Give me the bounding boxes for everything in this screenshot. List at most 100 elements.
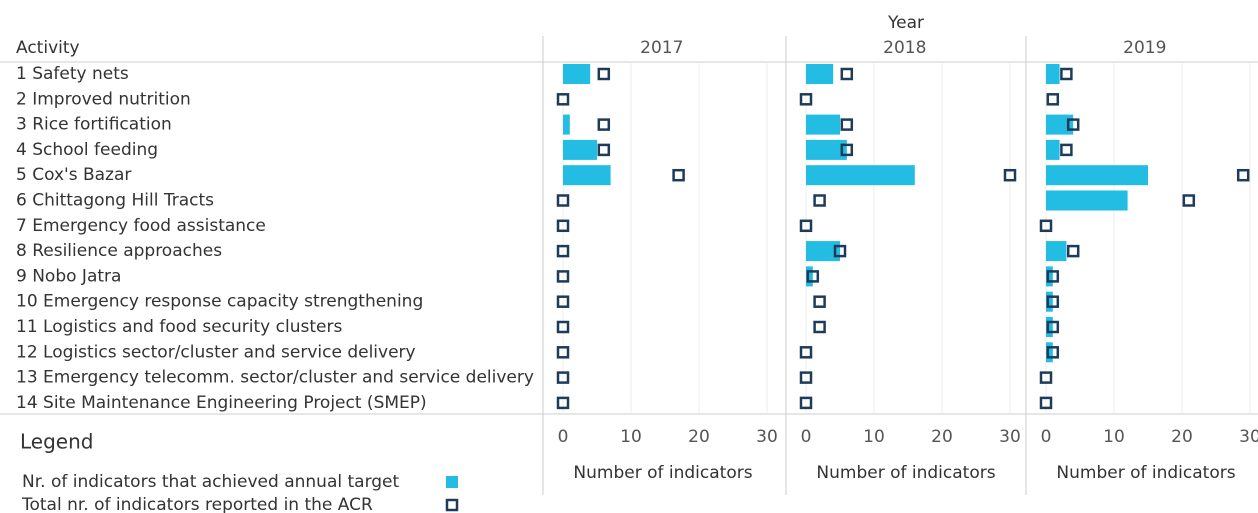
x-tick-label: 30 <box>1239 427 1258 447</box>
bar <box>806 241 840 262</box>
total-marker <box>556 244 570 258</box>
row-label: 11 Logistics and food security clusters <box>16 317 342 337</box>
total-marker <box>799 219 813 233</box>
column-header: Year <box>887 13 924 33</box>
total-marker <box>1046 93 1060 106</box>
total-marker <box>806 270 820 283</box>
bar <box>806 165 915 186</box>
bar <box>1046 114 1074 135</box>
row-label: 2 Improved nutrition <box>16 89 191 109</box>
panel-title: 2018 <box>883 38 926 58</box>
total-marker <box>1066 118 1080 131</box>
x-tick-label: 10 <box>620 427 642 447</box>
total-marker <box>1046 270 1060 283</box>
x-tick-label: 0 <box>558 427 569 447</box>
x-tick-label: 30 <box>756 427 778 447</box>
total-marker <box>840 118 854 131</box>
legend-label: Nr. of indicators that achieved annual t… <box>22 472 400 492</box>
bar <box>563 139 597 160</box>
bar <box>806 114 840 135</box>
bar <box>1046 241 1067 262</box>
bar <box>806 64 834 84</box>
total-marker <box>556 346 570 359</box>
x-tick-label: 0 <box>801 427 812 447</box>
panel-title: 2017 <box>640 38 683 58</box>
bar <box>1046 139 1060 160</box>
total-marker <box>799 346 813 359</box>
total-marker <box>813 295 826 308</box>
x-axis-label: Number of indicators <box>816 463 995 483</box>
total-marker <box>556 194 570 207</box>
bar <box>563 165 611 186</box>
total-marker <box>799 371 813 384</box>
total-marker <box>840 67 854 81</box>
total-marker <box>556 219 570 233</box>
bar <box>1046 165 1148 186</box>
panel-title: 2019 <box>1123 38 1166 58</box>
total-marker <box>1182 194 1196 207</box>
total-marker <box>672 168 685 182</box>
total-marker <box>597 67 611 81</box>
x-tick-label: 0 <box>1041 427 1052 447</box>
total-marker <box>799 93 813 106</box>
total-marker <box>1039 396 1053 410</box>
bar <box>563 114 570 135</box>
row-label: 1 Safety nets <box>16 64 129 84</box>
total-marker <box>556 93 570 106</box>
x-tick-label: 30 <box>999 427 1021 447</box>
bar <box>1046 64 1060 84</box>
row-label: 5 Cox's Bazar <box>16 165 131 185</box>
bar <box>1046 266 1053 287</box>
bar <box>1046 291 1053 312</box>
bar <box>563 64 591 84</box>
x-tick-label: 20 <box>688 427 710 447</box>
total-marker <box>556 320 570 334</box>
row-label: 3 Rice fortification <box>16 115 172 135</box>
total-marker <box>1046 295 1060 308</box>
row-label: 9 Nobo Jatra <box>16 266 121 286</box>
bar <box>1046 317 1053 337</box>
total-marker <box>597 143 611 157</box>
row-label: 4 School feeding <box>16 140 158 160</box>
total-marker <box>556 396 570 410</box>
total-marker <box>1003 168 1017 182</box>
bar <box>1046 190 1128 211</box>
legend-label: Total nr. of indicators reported in the … <box>21 495 373 513</box>
bar <box>806 266 813 287</box>
total-marker <box>1046 320 1060 334</box>
legend-swatch <box>445 498 459 512</box>
legend-title: Legend <box>20 430 93 454</box>
row-label: 6 Chittagong Hill Tracts <box>16 191 214 211</box>
bar <box>806 139 847 160</box>
total-marker <box>813 320 826 334</box>
row-label: 8 Resilience approaches <box>16 241 222 261</box>
bar <box>1046 342 1053 363</box>
x-tick-label: 10 <box>1103 427 1125 447</box>
total-marker <box>799 396 813 410</box>
total-marker <box>1066 244 1080 258</box>
total-marker <box>1039 371 1053 384</box>
row-label: 7 Emergency food assistance <box>16 216 266 236</box>
total-marker <box>1039 219 1053 233</box>
total-marker <box>813 194 826 207</box>
legend-swatch <box>446 476 458 488</box>
row-label: 14 Site Maintenance Engineering Project … <box>16 393 427 413</box>
x-axis-label: Number of indicators <box>573 463 752 483</box>
total-marker <box>1046 346 1060 359</box>
total-marker <box>1060 143 1073 157</box>
total-marker <box>556 371 570 384</box>
row-label: 13 Emergency telecomm. sector/cluster an… <box>16 368 534 388</box>
total-marker <box>597 118 611 131</box>
row-header: Activity <box>16 38 80 58</box>
row-label: 12 Logistics sector/cluster and service … <box>16 342 416 362</box>
x-tick-label: 20 <box>1171 427 1193 447</box>
total-marker <box>556 270 570 283</box>
total-marker <box>1060 67 1073 81</box>
row-label: 10 Emergency response capacity strengthe… <box>16 292 423 312</box>
total-marker <box>1236 168 1250 182</box>
total-marker <box>840 143 854 157</box>
total-marker <box>556 295 570 308</box>
x-tick-label: 20 <box>931 427 953 447</box>
x-axis-label: Number of indicators <box>1056 463 1235 483</box>
